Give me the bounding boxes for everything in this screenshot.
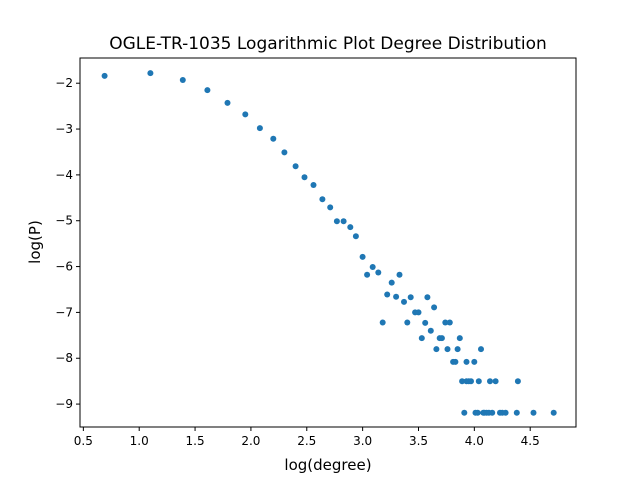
- data-point: [407, 294, 414, 301]
- y-tick-label: −4: [55, 168, 73, 182]
- data-point: [352, 233, 359, 240]
- y-tick-label: −8: [55, 351, 73, 365]
- x-tick-label: 2.5: [297, 434, 316, 448]
- x-tick-label: 3.5: [409, 434, 428, 448]
- data-point: [393, 293, 400, 300]
- y-axis: −2 −3 −4 −5 −6 −7 −8 −9: [55, 76, 80, 411]
- chart-title: OGLE-TR-1035 Logarithmic Plot Degree Dis…: [109, 34, 547, 54]
- x-tick-label: 1.5: [186, 434, 205, 448]
- data-point: [422, 319, 429, 326]
- data-point: [281, 149, 288, 156]
- data-point: [270, 135, 277, 142]
- data-point: [292, 163, 299, 170]
- data-point: [433, 346, 440, 353]
- data-point: [459, 378, 466, 385]
- data-point: [364, 271, 371, 278]
- data-point: [475, 378, 482, 385]
- data-point: [147, 70, 154, 77]
- data-point: [514, 378, 521, 385]
- x-tick-label: 3.0: [353, 434, 372, 448]
- data-point: [492, 378, 499, 385]
- data-point: [179, 77, 186, 83]
- x-tick-label: 4.5: [521, 434, 540, 448]
- data-point: [333, 218, 340, 225]
- data-point: [242, 111, 249, 118]
- data-point: [301, 174, 308, 181]
- data-point: [256, 125, 263, 132]
- x-tick-label: 1.0: [130, 434, 149, 448]
- y-tick-label: −5: [55, 214, 73, 228]
- data-point: [456, 335, 463, 342]
- data-point: [513, 409, 520, 416]
- data-point: [319, 196, 326, 203]
- x-axis: 0.5 1.0 1.5 2.0 2.5 3.0 3.5 4.0 4.5: [74, 427, 540, 448]
- data-point: [446, 319, 453, 326]
- data-point: [471, 358, 478, 365]
- axes-frame: [79, 57, 577, 428]
- data-point: [452, 358, 459, 365]
- data-point: [375, 269, 382, 276]
- data-point: [396, 271, 403, 278]
- data-point: [454, 346, 461, 353]
- data-point: [388, 279, 395, 286]
- data-point: [463, 358, 470, 365]
- y-tick-label: −9: [55, 397, 73, 411]
- data-point: [379, 319, 386, 326]
- data-point: [310, 182, 317, 188]
- y-tick-label: −2: [55, 76, 73, 90]
- plot-area: [101, 70, 557, 416]
- data-point: [347, 224, 354, 231]
- data-point: [101, 72, 108, 79]
- data-point: [431, 304, 438, 311]
- data-point: [424, 294, 431, 301]
- data-point: [487, 378, 493, 385]
- y-tick-label: −6: [55, 260, 73, 274]
- data-point: [404, 319, 411, 326]
- data-point: [359, 253, 366, 260]
- y-tick-label: −7: [55, 305, 73, 319]
- data-point: [468, 378, 474, 385]
- data-point: [415, 309, 422, 316]
- x-tick-label: 2.0: [241, 434, 260, 448]
- data-point: [550, 409, 557, 416]
- data-point: [340, 218, 347, 225]
- y-tick-label: −3: [55, 122, 73, 136]
- data-point: [444, 346, 451, 353]
- data-point: [224, 99, 231, 106]
- data-point: [327, 204, 334, 211]
- x-axis-label: log(degree): [284, 456, 371, 474]
- data-point: [530, 409, 537, 416]
- x-tick-label: 0.5: [74, 434, 93, 448]
- data-point: [204, 87, 211, 94]
- x-tick-label: 4.0: [465, 434, 484, 448]
- data-point: [438, 335, 445, 342]
- y-axis-label: log(P): [26, 220, 44, 264]
- data-point: [474, 409, 481, 416]
- data-point: [384, 291, 391, 298]
- data-point: [401, 298, 407, 305]
- data-point: [502, 409, 509, 416]
- data-point: [442, 319, 449, 326]
- data-point: [418, 335, 425, 342]
- data-point: [478, 346, 484, 353]
- data-point: [461, 409, 468, 416]
- data-point: [369, 264, 376, 270]
- data-point: [489, 409, 496, 416]
- data-point: [427, 327, 434, 334]
